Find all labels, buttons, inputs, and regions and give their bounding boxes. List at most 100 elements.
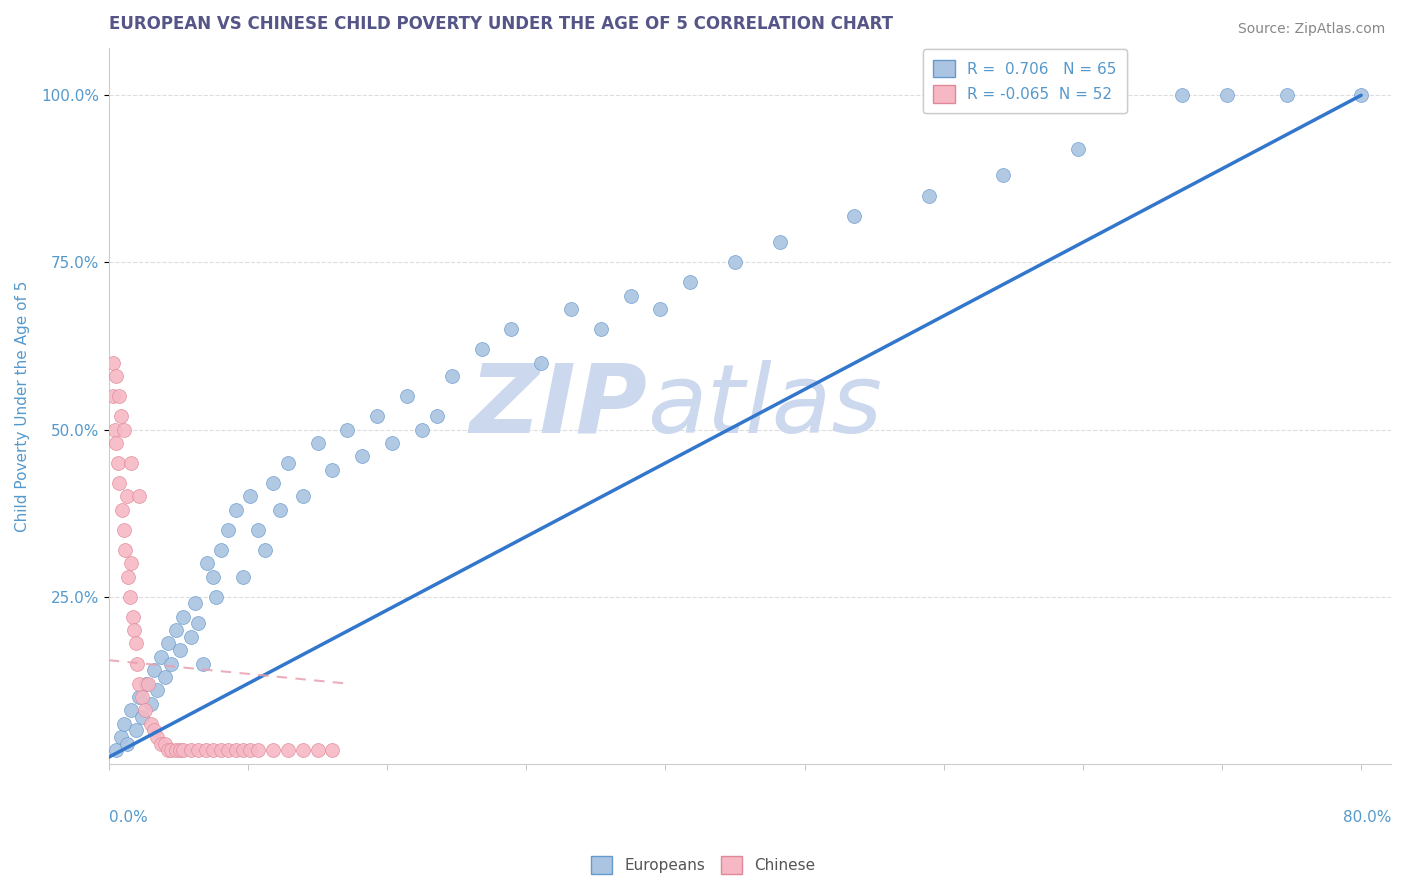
Point <box>1275 88 1298 103</box>
Text: 0.0%: 0.0% <box>108 810 148 825</box>
Point <box>194 743 217 757</box>
Point <box>104 423 127 437</box>
Point <box>139 716 162 731</box>
Point <box>321 743 343 757</box>
Point <box>724 255 747 269</box>
Point <box>225 743 247 757</box>
Point <box>155 737 177 751</box>
Point <box>142 663 165 677</box>
Point <box>205 590 228 604</box>
Point <box>169 743 191 757</box>
Point <box>128 490 150 504</box>
Point <box>336 423 359 437</box>
Point <box>160 743 183 757</box>
Point <box>117 569 139 583</box>
Point <box>114 542 136 557</box>
Point <box>145 683 167 698</box>
Point <box>411 423 433 437</box>
Point <box>112 423 135 437</box>
Point <box>150 737 173 751</box>
Point <box>105 436 128 450</box>
Point <box>202 569 225 583</box>
Point <box>145 730 167 744</box>
Point <box>112 523 135 537</box>
Point <box>217 743 239 757</box>
Point <box>184 596 207 610</box>
Point <box>1171 88 1194 103</box>
Point <box>103 356 125 370</box>
Point <box>321 463 343 477</box>
Point <box>366 409 388 424</box>
Point <box>650 302 672 317</box>
Point <box>157 636 180 650</box>
Point <box>165 623 187 637</box>
Point <box>440 369 463 384</box>
Point <box>239 743 262 757</box>
Point <box>108 389 131 403</box>
Point <box>128 676 150 690</box>
Point <box>239 490 262 504</box>
Point <box>136 676 159 690</box>
Point <box>254 542 277 557</box>
Point <box>172 743 194 757</box>
Point <box>121 609 143 624</box>
Point <box>1216 88 1239 103</box>
Point <box>620 289 643 303</box>
Point <box>195 556 218 570</box>
Point <box>155 670 177 684</box>
Point <box>131 710 153 724</box>
Point <box>157 743 180 757</box>
Point <box>115 490 138 504</box>
Point <box>471 343 494 357</box>
Point <box>232 569 254 583</box>
Point <box>127 657 149 671</box>
Point <box>307 436 329 450</box>
Point <box>269 502 291 516</box>
Point <box>105 369 128 384</box>
Text: ZIP: ZIP <box>470 359 647 452</box>
Point <box>191 657 214 671</box>
Point <box>530 356 553 370</box>
Point <box>110 409 132 424</box>
Point <box>110 730 132 744</box>
Point <box>120 456 142 470</box>
Point <box>352 450 374 464</box>
Point <box>769 235 792 250</box>
Text: atlas: atlas <box>647 359 883 452</box>
Point <box>501 322 523 336</box>
Point <box>560 302 582 317</box>
Point <box>165 743 187 757</box>
Point <box>209 542 232 557</box>
Point <box>180 743 202 757</box>
Point <box>217 523 239 537</box>
Text: 80.0%: 80.0% <box>1343 810 1391 825</box>
Point <box>120 556 142 570</box>
Point <box>262 476 284 491</box>
Point <box>150 649 173 664</box>
Point <box>135 676 157 690</box>
Point <box>120 703 142 717</box>
Point <box>124 636 146 650</box>
Point <box>202 743 225 757</box>
Point <box>225 502 247 516</box>
Point <box>142 723 165 738</box>
Point <box>209 743 232 757</box>
Point <box>993 169 1015 183</box>
Point <box>1350 88 1372 103</box>
Legend: R =  0.706   N = 65, R = -0.065  N = 52: R = 0.706 N = 65, R = -0.065 N = 52 <box>922 49 1128 113</box>
Point <box>277 456 299 470</box>
Point <box>232 743 254 757</box>
Point <box>139 697 162 711</box>
Point <box>103 389 125 403</box>
Point <box>169 643 191 657</box>
Text: Source: ZipAtlas.com: Source: ZipAtlas.com <box>1237 22 1385 37</box>
Point <box>307 743 329 757</box>
Point <box>108 476 131 491</box>
Point <box>128 690 150 704</box>
Point <box>291 743 314 757</box>
Point <box>111 502 134 516</box>
Point <box>122 623 145 637</box>
Point <box>160 657 183 671</box>
Point <box>112 716 135 731</box>
Point <box>115 737 138 751</box>
